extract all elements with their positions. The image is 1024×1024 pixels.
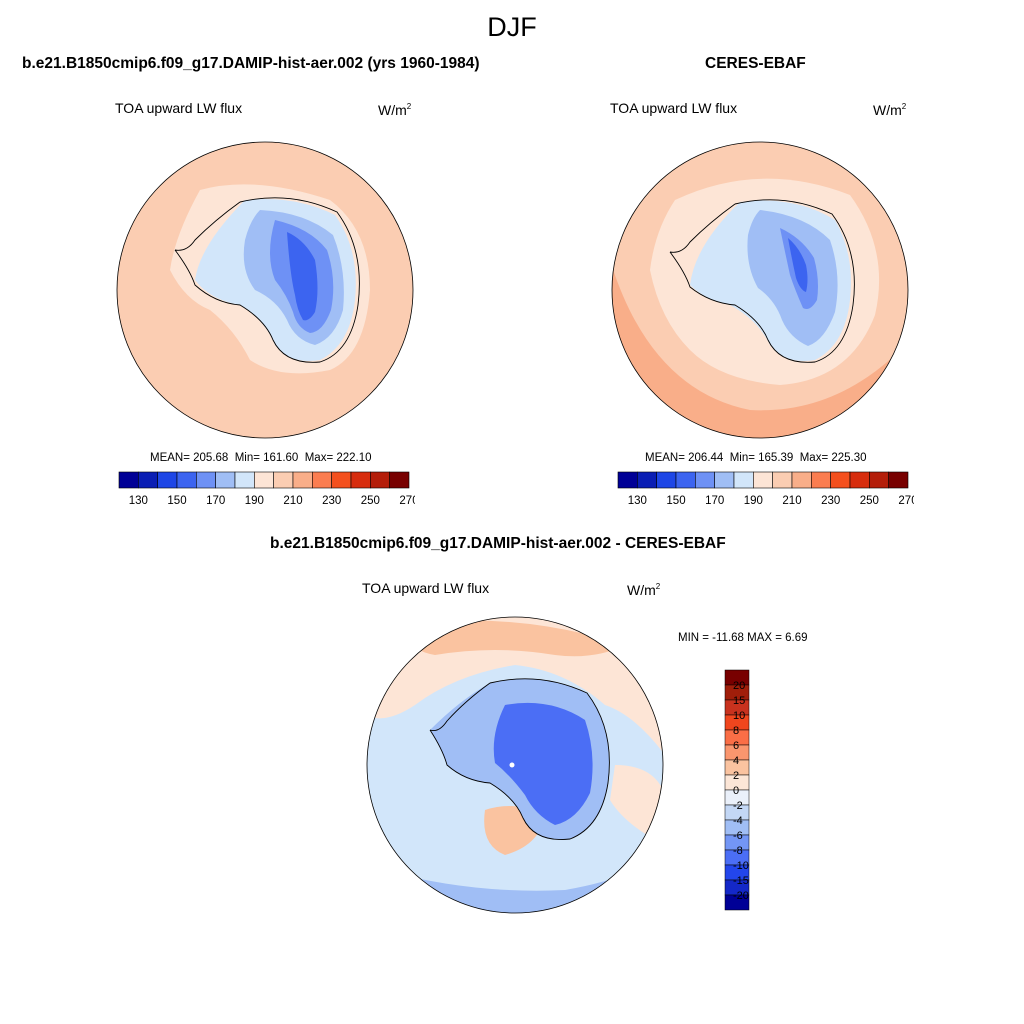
panel-2-colorbar-swatch (617, 471, 638, 489)
panel-3-colorbar-tick-label: 20 (733, 680, 745, 692)
panel-2-colorbar-swatch (830, 471, 851, 489)
panel-2-colorbar-tick-label: 150 (666, 495, 685, 507)
panel-3-colorbar-tick-label: 10 (733, 710, 745, 722)
panel-2-title: CERES-EBAF (705, 55, 806, 72)
panel-2-max: Max= 225.30 (799, 452, 867, 464)
panel-1-variable: TOA upward LW flux (115, 100, 243, 116)
panel-3-colorbar-tick-label: -10 (733, 860, 749, 872)
panel-3-variable: TOA upward LW flux (362, 580, 490, 596)
panel-2-edge-band (612, 260, 908, 438)
panel-1-colorbar-swatch (254, 471, 274, 489)
panel-2-units: W/m2 (873, 102, 907, 118)
panel-1-colorbar-tick-label: 250 (361, 495, 380, 507)
panel-3-units: W/m2 (627, 582, 661, 598)
panel-1-colorbar-swatch (215, 471, 236, 489)
panel-3-colorbar-tick-label: 8 (733, 725, 739, 737)
panel-1-coastline (174, 197, 360, 363)
main-title: DJF (487, 12, 537, 42)
panel-2-coastline (669, 199, 855, 363)
panel-1-ice-core (287, 232, 318, 321)
panel-1-colorbar-swatch (118, 471, 139, 489)
panel-2-colorbar-tick-label: 230 (821, 495, 840, 507)
panel-2-colorbar-tick-label: 250 (860, 495, 879, 507)
panel-2-colorbar-swatch (888, 471, 909, 489)
panel-2-colorbar-swatch (849, 471, 870, 489)
panel-2-colorbar-swatch (753, 471, 773, 489)
panel-1-colorbar-swatch (331, 471, 352, 489)
panel-1-colorbar-tick-label: 210 (283, 495, 302, 507)
panel-3-pole-marker (509, 762, 515, 768)
panel-1-colorbar-swatch (157, 471, 178, 489)
panel-2-colorbar-swatch (714, 471, 735, 489)
panel-3-colorbar-tick-label: 4 (733, 755, 739, 767)
panel-1-title: b.e21.B1850cmip6.f09_g17.DAMIP-hist-aer.… (22, 55, 480, 72)
panel-2-colorbar-swatch (772, 471, 793, 489)
panel-1-colorbar: 130 150 170 190 210 230 250 270 (118, 471, 415, 507)
panel-2-ice-core (788, 238, 808, 292)
panel-2-map (611, 141, 909, 439)
panel-3-colorbar-tick-label: 2 (733, 770, 739, 782)
panel-2-colorbar-swatch (791, 471, 812, 489)
panel-1-colorbar-swatch (138, 471, 158, 489)
panel-3-map (366, 616, 664, 914)
panel-2-stats: MEAN= 206.44 Min= 165.39 Max= 225.30 (645, 452, 867, 464)
panel-1-stats: MEAN= 205.68 Min= 161.60 Max= 222.10 (150, 452, 372, 464)
panel-1-colorbar-swatch (176, 471, 197, 489)
panel-1-colorbar-swatch (389, 471, 410, 489)
panel-3-title: b.e21.B1850cmip6.f09_g17.DAMIP-hist-aer.… (270, 535, 726, 552)
panel-3-colorbar-tick-label: 6 (733, 740, 739, 752)
panel-1-colorbar-swatch (370, 471, 390, 489)
panel-3-colorbar-tick-label: 0 (733, 785, 739, 797)
panel-2-colorbar-tick-label: 130 (628, 495, 647, 507)
panel-3-minmax: MIN = -11.68 MAX = 6.69 (678, 632, 808, 644)
panel-1-mean: MEAN= 205.68 (150, 452, 229, 464)
panel-3-colorbar-tick-label: -4 (733, 815, 743, 827)
panel-1-colorbar-tick-label: 190 (245, 495, 264, 507)
panel-1-max: Max= 222.10 (304, 452, 372, 464)
panel-2-colorbar-swatch (656, 471, 677, 489)
panel-1-colorbar-swatch (350, 471, 371, 489)
panel-2-colorbar-tick-label: 270 (898, 495, 914, 507)
panel-3-colorbar-tick-label: -2 (733, 800, 743, 812)
panel-1-colorbar-swatch (292, 471, 313, 489)
panel-3-colorbar-tick-label: 15 (733, 695, 745, 707)
panel-2-colorbar: 130 150 170 190 210 230 250 270 (617, 471, 914, 507)
panel-3-colorbar-swatch (724, 894, 750, 911)
panel-1-colorbar-tick-label: 150 (167, 495, 186, 507)
panel-2-colorbar-swatch (637, 471, 657, 489)
panel-3-colorbar-tick-label: -6 (733, 830, 743, 842)
panel-3-colorbar-tick-label: -20 (733, 890, 749, 902)
panel-2-variable: TOA upward LW flux (610, 100, 738, 116)
panel-1-colorbar-swatch (273, 471, 294, 489)
panel-3-ice-diff-core (493, 702, 593, 825)
panel-2-colorbar-swatch (695, 471, 715, 489)
panel-1-colorbar-tick-label: 130 (129, 495, 148, 507)
panel-1-colorbar-tick-label: 170 (206, 495, 225, 507)
panel-1-colorbar-tick-label: 270 (399, 495, 415, 507)
panel-2-mean: MEAN= 206.44 (645, 452, 724, 464)
panel-1-colorbar-tick-label: 230 (322, 495, 341, 507)
panel-3-colorbar-tick-label: -8 (733, 845, 743, 857)
panel-2-colorbar-swatch (675, 471, 696, 489)
panel-2-colorbar-swatch (811, 471, 831, 489)
panel-1-map (116, 141, 414, 439)
panel-1-colorbar-swatch (234, 471, 255, 489)
panel-3-pos-band (405, 620, 625, 657)
panel-1-colorbar-swatch (196, 471, 216, 489)
panel-2-colorbar-tick-label: 190 (744, 495, 763, 507)
panel-2-colorbar-swatch (869, 471, 889, 489)
panel-1-colorbar-swatch (312, 471, 332, 489)
panel-1-units: W/m2 (378, 102, 412, 118)
panel-3-colorbar-tick-label: -15 (733, 875, 749, 887)
panel-2-colorbar-tick-label: 170 (705, 495, 724, 507)
panel-2-colorbar-swatch (733, 471, 754, 489)
panel-1-min: Min= 161.60 (234, 452, 299, 464)
panel-2-colorbar-tick-label: 210 (782, 495, 801, 507)
panel-2-min: Min= 165.39 (729, 452, 794, 464)
panel-3-coastline (429, 678, 610, 840)
